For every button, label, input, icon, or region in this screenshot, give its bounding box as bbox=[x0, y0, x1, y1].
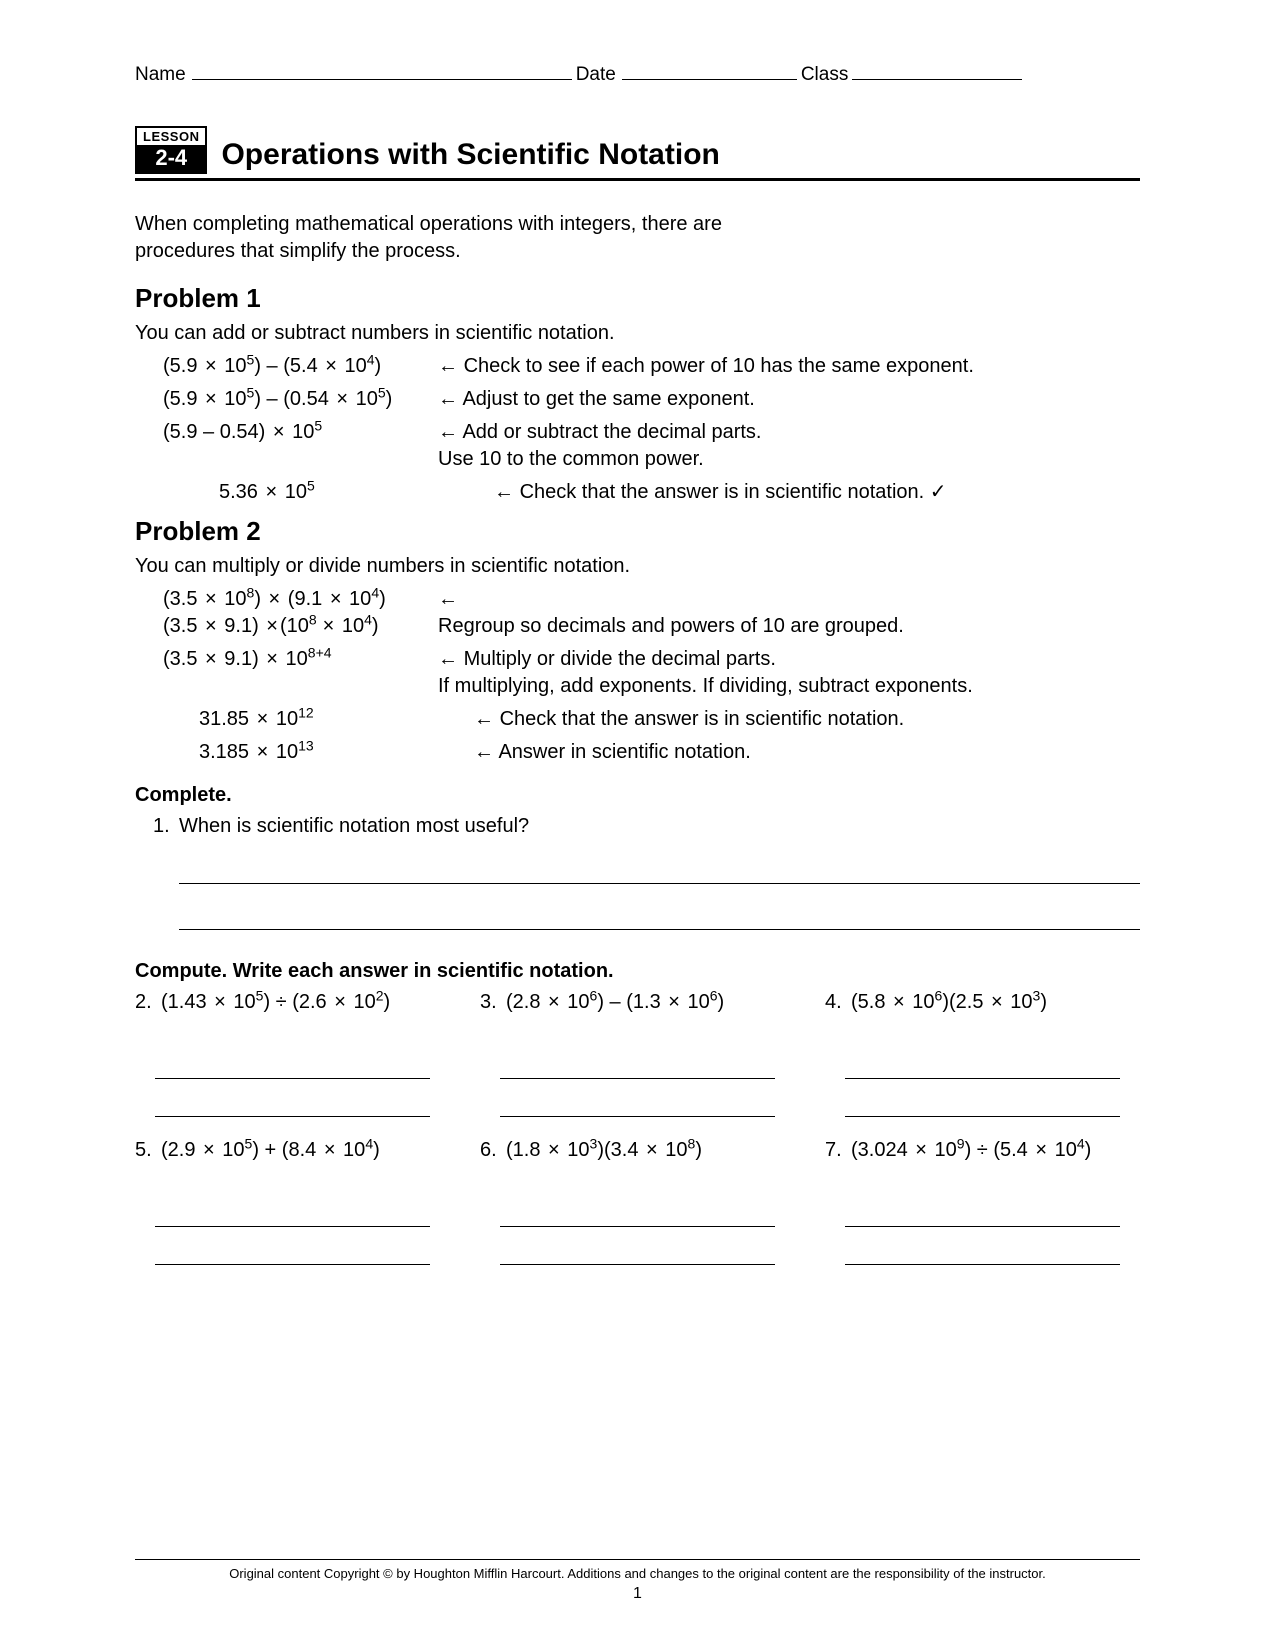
work-row: (5.9 × 105) – (5.4 × 104)Check to see if… bbox=[163, 353, 1140, 380]
worksheet-page: Name Date Class LESSON 2-4 Operations wi… bbox=[0, 0, 1275, 1651]
work-expression: (5.9 × 105) – (0.54 × 105) bbox=[163, 386, 438, 413]
work-expression: (5.9 – 0.54) × 105 bbox=[163, 419, 438, 446]
lesson-badge-number: 2-4 bbox=[137, 145, 205, 172]
complete-heading: Complete. bbox=[135, 784, 1140, 807]
exercise-number: 4. bbox=[825, 989, 851, 1015]
exercise-question: 5.(2.9 × 105) + (8.4 × 104) bbox=[135, 1137, 450, 1189]
work-explanation: Regroup so decimals and powers of 10 are… bbox=[438, 586, 904, 640]
exercise-question: 4.(5.8 × 106)(2.5 × 103) bbox=[825, 989, 1140, 1041]
answer-line[interactable] bbox=[155, 1077, 430, 1079]
exercise: 2.(1.43 × 105) ÷ (2.6 × 102) bbox=[135, 989, 450, 1117]
exercise: 5.(2.9 × 105) + (8.4 × 104) bbox=[135, 1137, 450, 1265]
intro-line1: When completing mathematical operations … bbox=[135, 213, 722, 235]
question-1: 1.When is scientific notation most usefu… bbox=[153, 815, 1140, 838]
work-expression: (5.9 × 105) – (5.4 × 104) bbox=[163, 353, 438, 380]
exercise-number: 3. bbox=[480, 989, 506, 1015]
answer-line[interactable] bbox=[845, 1115, 1120, 1117]
class-label: Class bbox=[801, 64, 849, 86]
answer-line[interactable] bbox=[845, 1077, 1120, 1079]
date-label: Date bbox=[576, 64, 616, 86]
problem2-work: (3.5 × 108) × (9.1 × 104)(3.5 × 9.1) ×(1… bbox=[163, 586, 1140, 766]
answer-line[interactable] bbox=[155, 1263, 430, 1265]
exercise-question: 3.(2.8 × 106) – (1.3 × 106) bbox=[480, 989, 795, 1041]
exercise-row-2: 5.(2.9 × 105) + (8.4 × 104) 6.(1.8 × 103)… bbox=[135, 1137, 1140, 1265]
lesson-badge-label: LESSON bbox=[143, 130, 199, 143]
problem1-heading: Problem 1 bbox=[135, 283, 1140, 314]
work-row: 3.185 × 1013Answer in scientific notatio… bbox=[163, 739, 1140, 766]
header-fields: Name Date Class bbox=[135, 60, 1140, 86]
answer-line[interactable] bbox=[179, 928, 1140, 930]
problem2-heading: Problem 2 bbox=[135, 516, 1140, 547]
q1-number: 1. bbox=[153, 815, 179, 838]
answer-line[interactable] bbox=[500, 1225, 775, 1227]
exercise-question: 2.(1.43 × 105) ÷ (2.6 × 102) bbox=[135, 989, 450, 1041]
work-expression: (3.5 × 9.1) × 108+4 bbox=[163, 646, 438, 673]
work-explanation: Add or subtract the decimal parts.Use 10… bbox=[438, 419, 762, 473]
exercise-question: 7.(3.024 × 109) ÷ (5.4 × 104) bbox=[825, 1137, 1140, 1189]
work-row: (5.9 × 105) – (0.54 × 105)Adjust to get … bbox=[163, 386, 1140, 413]
answer-line[interactable] bbox=[500, 1115, 775, 1117]
intro-text: When completing mathematical operations … bbox=[135, 211, 1140, 265]
name-label: Name bbox=[135, 64, 186, 86]
work-row: (3.5 × 108) × (9.1 × 104)(3.5 × 9.1) ×(1… bbox=[163, 586, 1140, 640]
work-explanation: Adjust to get the same exponent. bbox=[438, 386, 755, 413]
answer-line[interactable] bbox=[155, 1115, 430, 1117]
work-expression: 5.36 × 105 bbox=[163, 479, 494, 506]
problem2-lead: You can multiply or divide numbers in sc… bbox=[135, 555, 1140, 578]
exercise: 4.(5.8 × 106)(2.5 × 103) bbox=[825, 989, 1140, 1117]
answer-line[interactable] bbox=[845, 1263, 1120, 1265]
exercise: 6.(1.8 × 103)(3.4 × 108) bbox=[480, 1137, 795, 1265]
work-explanation: Answer in scientific notation. bbox=[474, 739, 751, 766]
problem1-work: (5.9 × 105) – (5.4 × 104)Check to see if… bbox=[163, 353, 1140, 506]
work-row: 31.85 × 1012Check that the answer is in … bbox=[163, 706, 1140, 733]
compute-heading: Compute. Write each answer in scientific… bbox=[135, 960, 1140, 983]
problem1-lead: You can add or subtract numbers in scien… bbox=[135, 322, 1140, 345]
exercise-number: 6. bbox=[480, 1137, 506, 1163]
name-blank[interactable] bbox=[192, 60, 572, 80]
exercise-row-1: 2.(1.43 × 105) ÷ (2.6 × 102) 3.(2.8 × 106… bbox=[135, 989, 1140, 1117]
page-title: Operations with Scientific Notation bbox=[221, 138, 719, 174]
work-explanation: Check that the answer is in scientific n… bbox=[494, 479, 947, 506]
q1-text: When is scientific notation most useful? bbox=[179, 815, 529, 837]
work-row: 5.36 × 105Check that the answer is in sc… bbox=[163, 479, 1140, 506]
footer-copyright: Original content Copyright © by Houghton… bbox=[135, 1559, 1140, 1581]
work-expression: (3.5 × 108) × (9.1 × 104)(3.5 × 9.1) ×(1… bbox=[163, 586, 438, 640]
exercise-number: 2. bbox=[135, 989, 161, 1015]
exercise-number: 7. bbox=[825, 1137, 851, 1163]
date-blank[interactable] bbox=[622, 60, 797, 80]
work-expression: 3.185 × 1013 bbox=[163, 739, 474, 766]
intro-line2: procedures that simplify the process. bbox=[135, 240, 461, 262]
exercise-question: 6.(1.8 × 103)(3.4 × 108) bbox=[480, 1137, 795, 1189]
work-explanation: Check that the answer is in scientific n… bbox=[474, 706, 904, 733]
page-number: 1 bbox=[0, 1585, 1275, 1603]
exercise: 7.(3.024 × 109) ÷ (5.4 × 104) bbox=[825, 1137, 1140, 1265]
work-explanation: Check to see if each power of 10 has the… bbox=[438, 353, 974, 380]
work-row: (5.9 – 0.54) × 105Add or subtract the de… bbox=[163, 419, 1140, 473]
answer-line[interactable] bbox=[500, 1077, 775, 1079]
answer-line[interactable] bbox=[845, 1225, 1120, 1227]
answer-line[interactable] bbox=[179, 882, 1140, 884]
work-expression: 31.85 × 1012 bbox=[163, 706, 474, 733]
exercise-number: 5. bbox=[135, 1137, 161, 1163]
class-blank[interactable] bbox=[852, 60, 1022, 80]
work-row: (3.5 × 9.1) × 108+4Multiply or divide th… bbox=[163, 646, 1140, 700]
exercise: 3.(2.8 × 106) – (1.3 × 106) bbox=[480, 989, 795, 1117]
lesson-header: LESSON 2-4 Operations with Scientific No… bbox=[135, 126, 1140, 181]
answer-line[interactable] bbox=[155, 1225, 430, 1227]
work-explanation: Multiply or divide the decimal parts.If … bbox=[438, 646, 973, 700]
lesson-badge: LESSON 2-4 bbox=[135, 126, 207, 174]
answer-line[interactable] bbox=[500, 1263, 775, 1265]
